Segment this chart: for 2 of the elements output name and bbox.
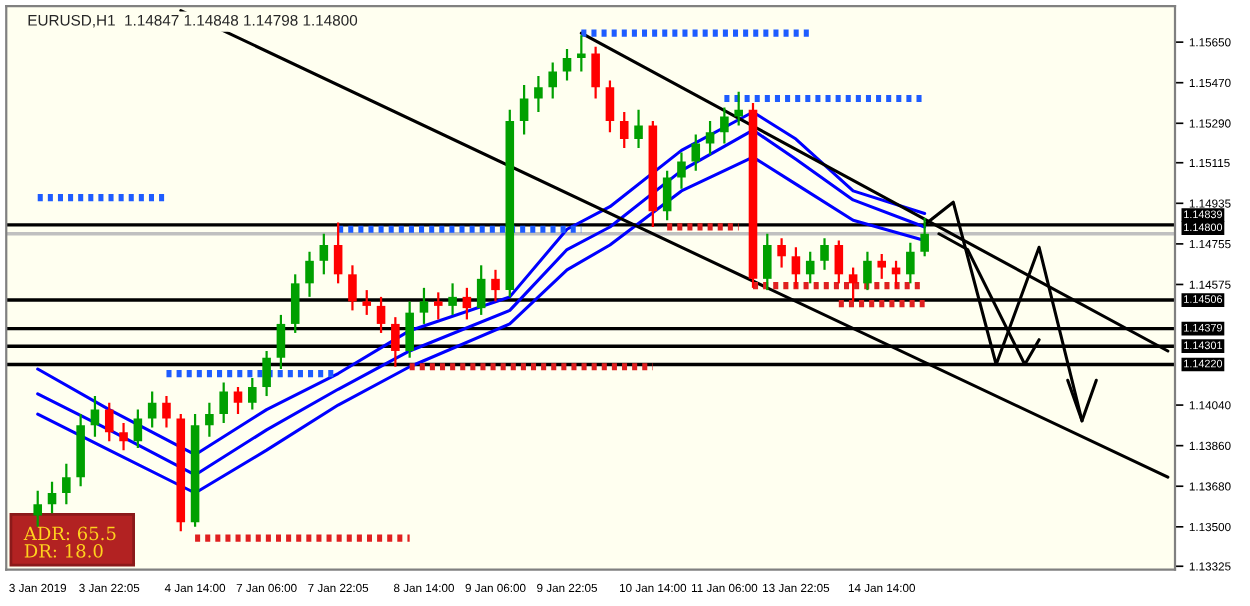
- annotation: DR: 18.0: [24, 544, 103, 558]
- annotation: ADR: 65.5: [23, 526, 116, 541]
